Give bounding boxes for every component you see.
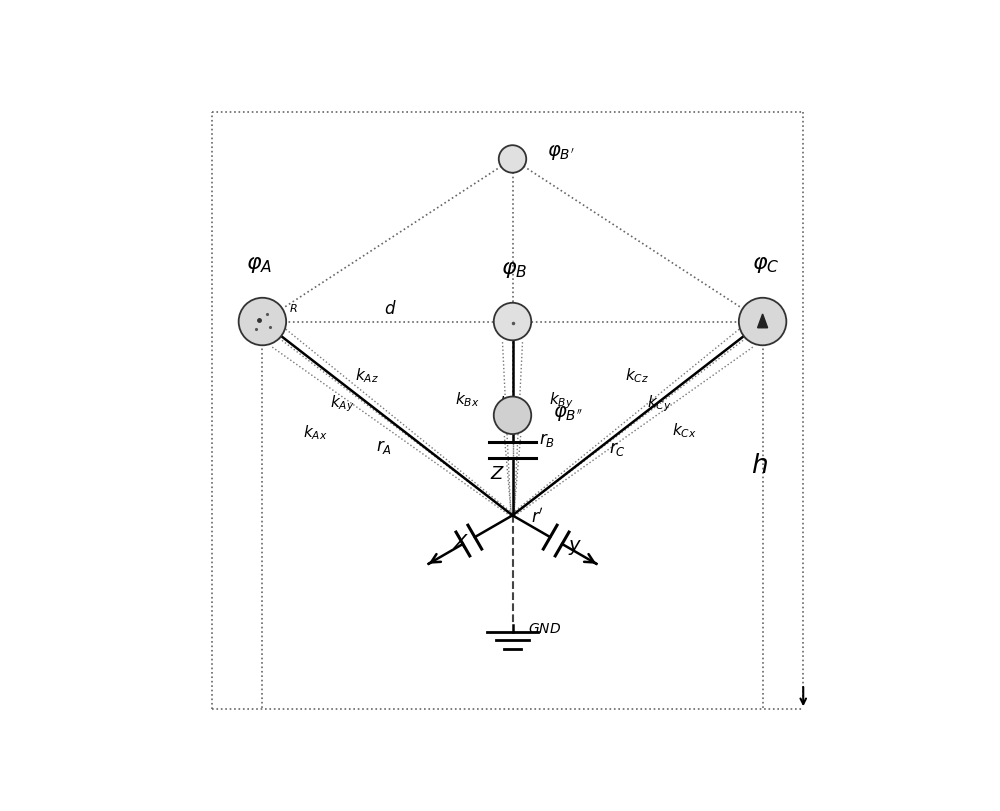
Text: $\varphi_{B''}$: $\varphi_{B''}$ (553, 403, 583, 423)
Polygon shape (758, 315, 768, 328)
Text: $r'$: $r'$ (531, 507, 544, 526)
Circle shape (494, 397, 531, 435)
Text: $\varphi_{B'}$: $\varphi_{B'}$ (547, 143, 575, 161)
Text: $r_C$: $r_C$ (609, 439, 626, 457)
Text: $k_{Cy}$: $k_{Cy}$ (647, 393, 672, 413)
Text: $r_A$: $r_A$ (376, 437, 392, 455)
Text: $k_{Ay}$: $k_{Ay}$ (330, 393, 354, 413)
Text: $GND$: $GND$ (528, 621, 561, 636)
Circle shape (239, 298, 286, 345)
Text: $r_B$: $r_B$ (539, 431, 555, 449)
Circle shape (499, 146, 526, 174)
Text: $\varphi_B$: $\varphi_B$ (501, 260, 527, 280)
Text: $d$: $d$ (384, 299, 397, 317)
Text: $k_{Ax}$: $k_{Ax}$ (303, 423, 328, 441)
Text: $k_{Bx}$: $k_{Bx}$ (455, 389, 480, 408)
Circle shape (739, 298, 786, 345)
Text: $k_{Bz}$: $k_{Bz}$ (499, 393, 523, 412)
Text: $X$: $X$ (453, 532, 470, 551)
Text: $Z$: $Z$ (490, 464, 505, 483)
Text: $y$: $y$ (568, 537, 582, 556)
Text: $\varphi_A$: $\varphi_A$ (246, 255, 272, 275)
Text: $k_{Az}$: $k_{Az}$ (355, 366, 379, 384)
Circle shape (494, 303, 531, 341)
Text: $k_{Cx}$: $k_{Cx}$ (672, 421, 697, 440)
Text: $\varphi_C$: $\varphi_C$ (752, 255, 779, 275)
Text: $k_{By}$: $k_{By}$ (549, 389, 573, 410)
Text: $k_{Cz}$: $k_{Cz}$ (625, 366, 649, 384)
Text: $R$: $R$ (289, 302, 297, 314)
Text: $h$: $h$ (751, 452, 768, 478)
